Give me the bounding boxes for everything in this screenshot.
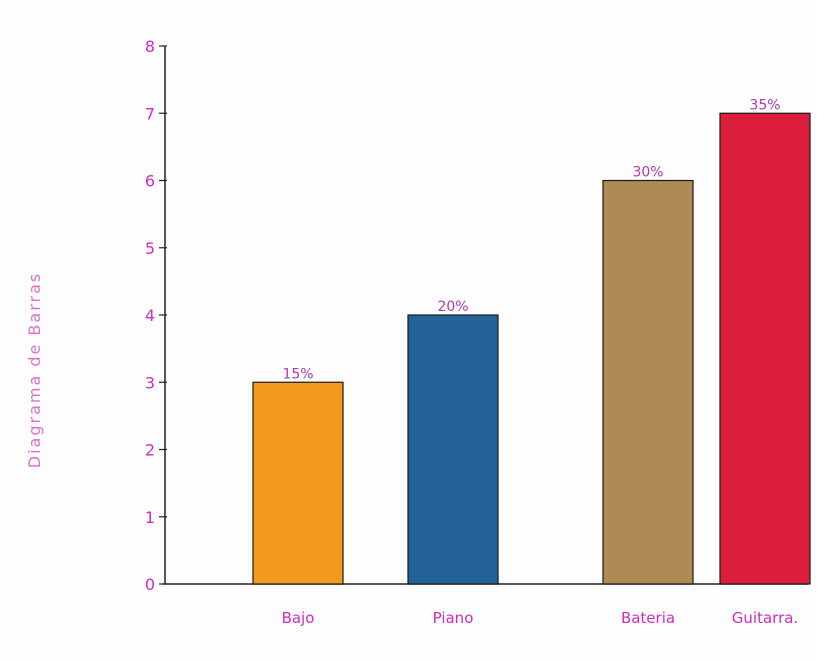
y-axis-label-text: Diagrama de Barras: [25, 272, 44, 468]
y-ticks: 0 1 2 3 4 5 6 7 8: [145, 37, 167, 594]
y-tick-label: 7: [145, 104, 155, 123]
x-tick-label: Bateria: [621, 609, 675, 627]
bar: [407, 314, 499, 585]
bar: [719, 112, 811, 585]
bars: [252, 112, 811, 585]
y-tick-label: 4: [145, 306, 155, 325]
data-label: 15%: [282, 366, 313, 382]
data-label: 35%: [749, 97, 780, 113]
y-tick-label: 6: [145, 172, 155, 191]
data-label: 30%: [632, 165, 663, 181]
y-tick-label: 8: [145, 37, 155, 56]
y-tick-label: 5: [145, 239, 155, 258]
x-tick-label: Bajo: [282, 609, 315, 627]
data-labels: 15% 20% 30% 35%: [282, 97, 780, 382]
y-tick-label: 3: [145, 373, 155, 392]
x-tick-label: Piano: [433, 609, 474, 627]
bar: [602, 179, 694, 585]
y-tick-label: 0: [145, 575, 155, 594]
data-label: 20%: [437, 299, 468, 315]
bar: [252, 381, 344, 585]
y-axis-label: Diagrama de Barras: [25, 272, 44, 468]
y-tick-label: 1: [145, 508, 155, 527]
y-tick-label: 2: [145, 441, 155, 460]
x-tick-label: Guitarra.: [732, 609, 798, 627]
x-tick-labels: Bajo Piano Bateria Guitarra.: [282, 609, 799, 627]
